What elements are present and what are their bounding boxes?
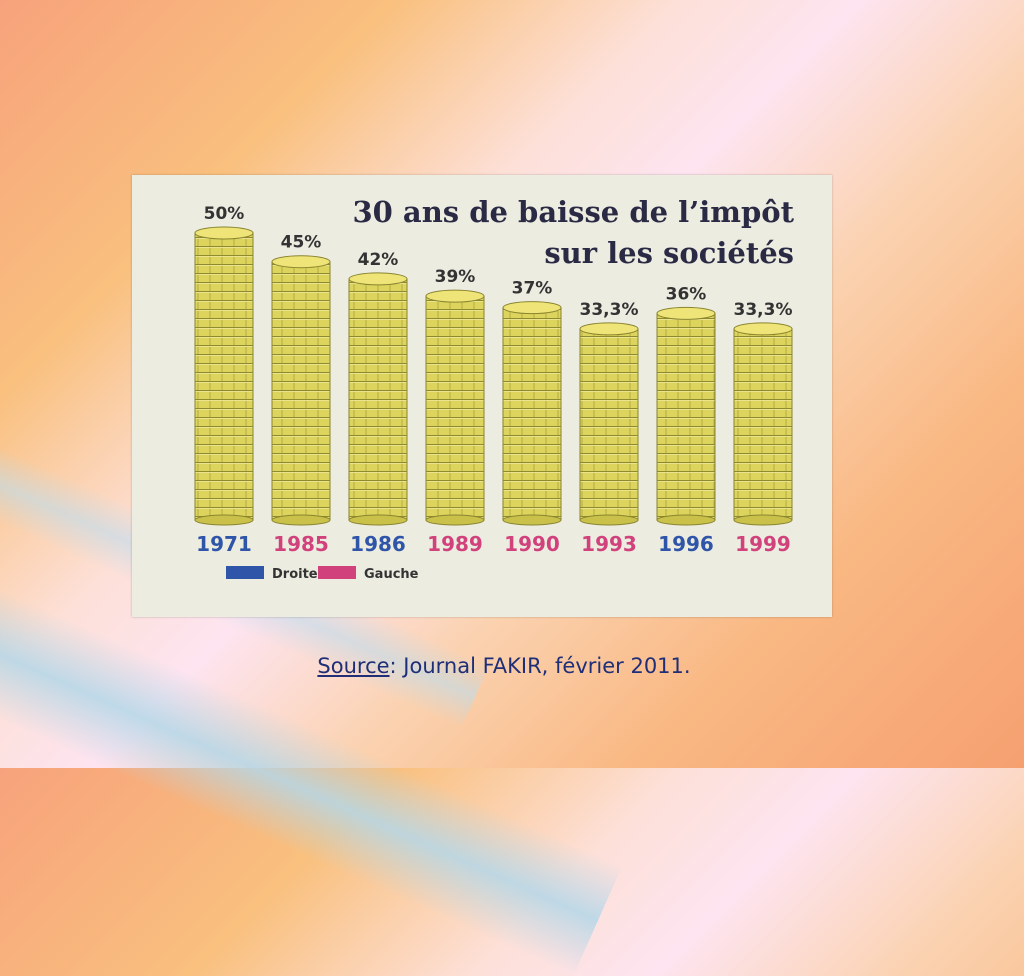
source-caption: Source: Journal FAKIR, février 2011. — [0, 654, 1008, 678]
chart-bar — [502, 307, 562, 521]
chart-bar — [271, 261, 331, 521]
bar-top — [348, 272, 408, 286]
data-label: 37% — [512, 279, 553, 299]
bar-base — [579, 514, 639, 526]
data-label: 33,3% — [580, 300, 639, 320]
data-label: 36% — [666, 284, 707, 304]
x-tick-label: 1990 — [504, 532, 560, 556]
chart-bar — [348, 278, 408, 521]
bar-base — [271, 514, 331, 526]
chart-title: 30 ans de baisse de l’impôt — [352, 195, 794, 229]
bar-top — [733, 322, 793, 336]
x-tick-label: 1999 — [735, 532, 791, 556]
chart-bar — [194, 232, 254, 521]
data-label: 50% — [204, 204, 245, 224]
legend-label: Gauche — [364, 567, 419, 582]
bar-top — [194, 226, 254, 240]
source-text: : Journal FAKIR, février 2011. — [389, 654, 691, 678]
bar-top — [271, 255, 331, 269]
chart-bar — [579, 328, 639, 521]
chart-bar — [425, 295, 485, 521]
bar-chart: 30 ans de baisse de l’impôt sur les soci… — [194, 195, 795, 582]
bar-top — [502, 301, 562, 315]
bar-base — [656, 514, 716, 526]
bar-top — [579, 322, 639, 336]
legend-label: Droite — [272, 567, 318, 582]
chart-bar — [733, 328, 793, 521]
data-label: 33,3% — [734, 300, 793, 320]
legend-swatch — [226, 566, 264, 579]
chart-bar — [656, 312, 716, 521]
x-tick-label: 1986 — [350, 532, 406, 556]
bar-base — [502, 514, 562, 526]
bar-top — [425, 289, 485, 303]
x-tick-label: 1993 — [581, 532, 637, 556]
x-tick-label: 1989 — [427, 532, 483, 556]
chart-image: 30 ans de baisse de l’impôt sur les soci… — [132, 175, 832, 617]
x-tick-label: 1985 — [273, 532, 329, 556]
data-label: 42% — [358, 250, 399, 270]
source-label: Source — [317, 654, 390, 678]
bar-top — [656, 306, 716, 320]
chart-subtitle: sur les sociétés — [544, 236, 794, 270]
bar-base — [733, 514, 793, 526]
data-label: 45% — [281, 233, 322, 253]
bar-base — [425, 514, 485, 526]
data-label: 39% — [435, 267, 476, 287]
x-tick-label: 1971 — [196, 532, 252, 556]
x-tick-label: 1996 — [658, 532, 714, 556]
bar-base — [348, 514, 408, 526]
bar-base — [194, 514, 254, 526]
legend-swatch — [318, 566, 356, 579]
